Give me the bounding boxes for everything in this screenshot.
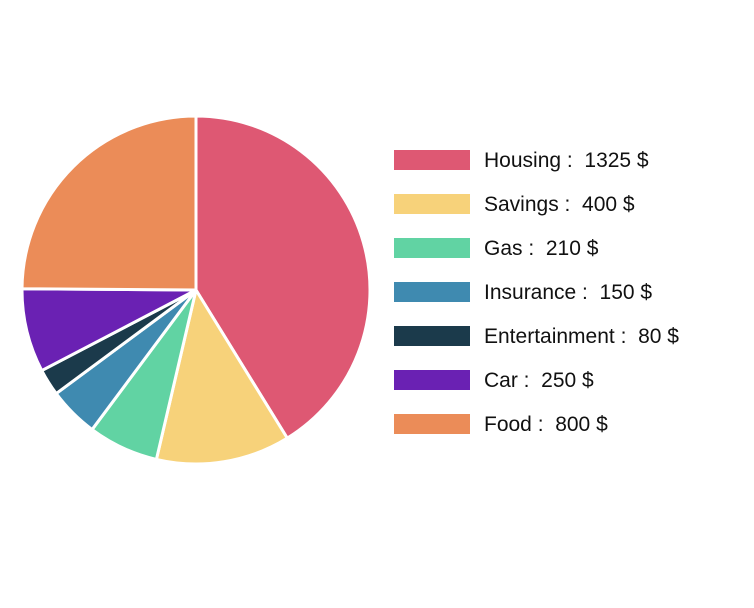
legend-label: Gas : 210 $ — [484, 236, 599, 260]
legend-label: Savings : 400 $ — [484, 192, 635, 216]
pie-slice-housing — [194, 114, 372, 440]
legend-item-car: Car : 250 $ — [394, 358, 679, 402]
pie-slice-savings — [154, 288, 289, 466]
legend-item-insurance: Insurance : 150 $ — [394, 270, 679, 314]
legend-label: Entertainment : 80 $ — [484, 324, 679, 348]
legend-label: Car : 250 $ — [484, 368, 594, 392]
legend-swatch — [394, 238, 470, 258]
pie-slice-food — [20, 114, 198, 292]
legend-swatch — [394, 194, 470, 214]
legend-item-savings: Savings : 400 $ — [394, 182, 679, 226]
legend-label: Insurance : 150 $ — [484, 280, 653, 304]
legend-item-entertainment: Entertainment : 80 $ — [394, 314, 679, 358]
legend-item-housing: Housing : 1325 $ — [394, 138, 679, 182]
legend-item-gas: Gas : 210 $ — [394, 226, 679, 270]
legend-label: Housing : 1325 $ — [484, 148, 649, 172]
legend-swatch — [394, 326, 470, 346]
legend-swatch — [394, 414, 470, 434]
legend-swatch — [394, 282, 470, 302]
legend-swatch — [394, 370, 470, 390]
legend-item-food: Food : 800 $ — [394, 402, 679, 446]
legend-label: Food : 800 $ — [484, 412, 608, 436]
legend-swatch — [394, 150, 470, 170]
chart-legend: Housing : 1325 $ Savings : 400 $ Gas : 210… — [394, 138, 679, 446]
